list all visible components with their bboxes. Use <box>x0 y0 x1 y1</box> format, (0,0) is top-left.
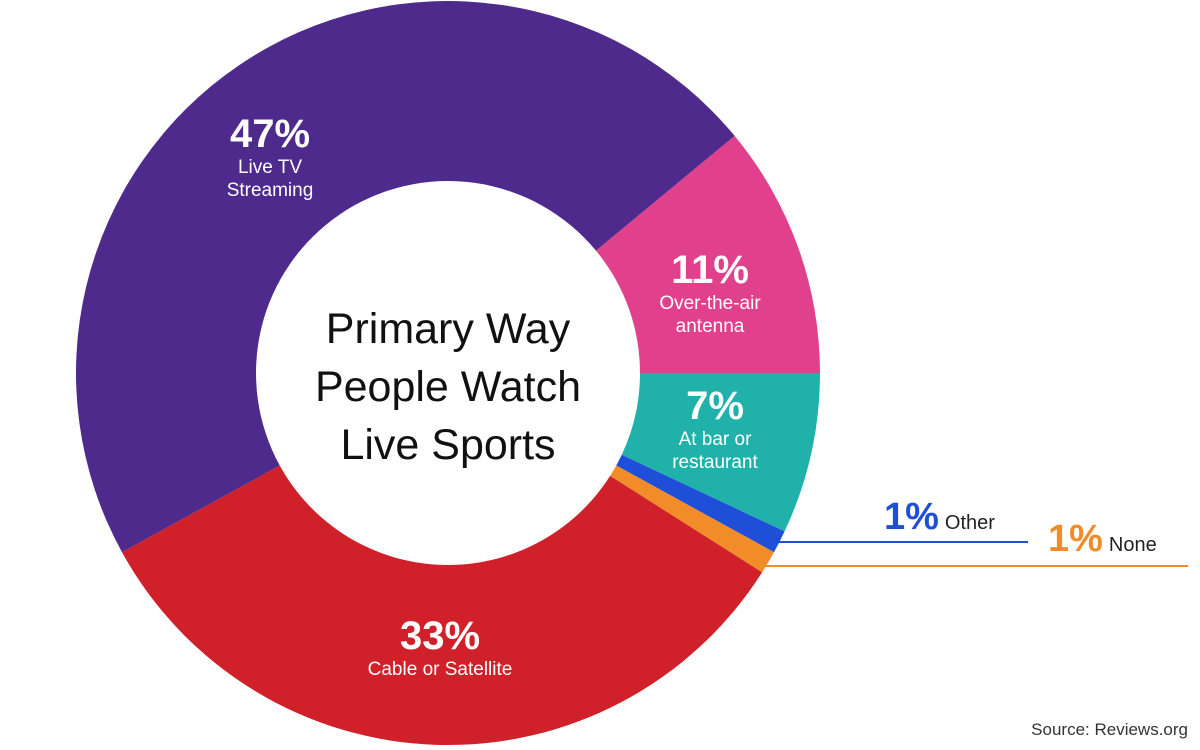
callout-none: 1% None <box>1048 518 1157 561</box>
chart-title: Primary Way People Watch Live Sports <box>268 300 628 474</box>
none-pct: 1% <box>1048 518 1103 560</box>
donut-segments <box>76 1 820 745</box>
segment-bar <box>621 373 820 532</box>
label-bar: 7% At bar or restaurant <box>640 384 790 474</box>
streaming-name-1: Live TV <box>237 157 303 178</box>
other-name: Other <box>944 512 995 534</box>
streaming-pct: 47% <box>229 112 311 156</box>
title-line-2: People Watch <box>314 363 582 411</box>
bar-pct: 7% <box>686 384 744 428</box>
source-note: Source: Reviews.org <box>1031 720 1188 739</box>
segment-other <box>616 454 785 553</box>
cable-pct: 33% <box>399 614 481 658</box>
label-cable: 33% Cable or Satellite <box>300 614 580 681</box>
segment-none <box>610 465 774 573</box>
label-streaming: 47% Live TV Streaming <box>190 112 350 202</box>
title-line-1: Primary Way <box>325 305 571 353</box>
antenna-name-1: Over-the-air <box>659 293 761 314</box>
label-antenna: 11% Over-the-air antenna <box>630 248 790 338</box>
bar-name-1: At bar or <box>678 429 752 450</box>
streaming-name-2: Streaming <box>226 180 314 201</box>
antenna-pct: 11% <box>671 248 749 292</box>
none-name: None <box>1108 534 1157 556</box>
segment-antenna <box>595 135 820 373</box>
bar-name-2: restaurant <box>672 452 758 473</box>
segment-streaming <box>76 1 735 553</box>
other-pct: 1% <box>884 496 939 538</box>
antenna-name-2: antenna <box>675 316 745 337</box>
cable-name: Cable or Satellite <box>367 659 513 680</box>
title-line-3: Live Sports <box>340 421 556 469</box>
segment-cable <box>122 465 763 745</box>
callout-other: 1% Other <box>884 496 995 539</box>
